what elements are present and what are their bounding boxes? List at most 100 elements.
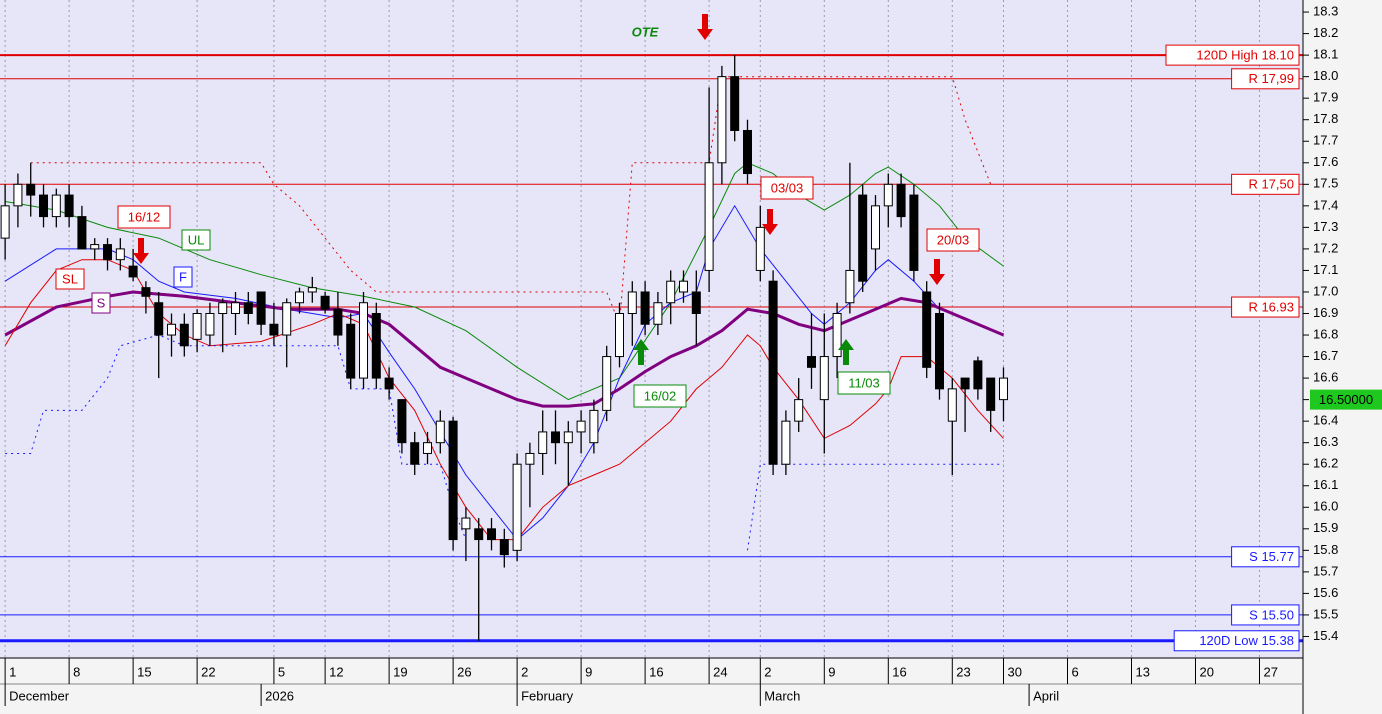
ote-label: OTE: [632, 24, 659, 39]
y-tick-label: 17.0: [1313, 283, 1338, 298]
level-label: R 17,50: [1248, 177, 1294, 192]
candle-body: [192, 312, 202, 340]
level-label-box: [1173, 630, 1300, 652]
stop-line: [30, 76, 992, 325]
x-tick-label: 27: [1263, 664, 1277, 679]
level-label: S 15.77: [1249, 549, 1294, 564]
candle-body: [39, 194, 49, 218]
candle-body: [832, 312, 842, 358]
candle-body: [154, 302, 164, 336]
candle-body: [179, 323, 189, 347]
y-tick-label: 17.9: [1313, 90, 1338, 105]
candle-body: [243, 302, 253, 314]
candle-body: [499, 539, 509, 556]
x-tick-label: 24: [713, 664, 727, 679]
x-tick-label: 20: [1199, 664, 1213, 679]
y-tick-label: 16.8: [1313, 326, 1338, 341]
signal-box: [926, 228, 980, 252]
axes: 15.4 15.5 15.6 15.7 15.8 15.9 16.0 16.1 16.2 16.3…: [4, 3, 1382, 706]
candle-body: [423, 442, 433, 454]
candle-body: [806, 356, 816, 368]
x-tick-label: 9: [585, 664, 592, 679]
candle-body: [0, 205, 10, 239]
candle-body: [51, 194, 61, 218]
y-tick-label: 17.3: [1313, 219, 1338, 234]
y-tick-label: 18.0: [1313, 68, 1338, 83]
candle-body: [883, 183, 893, 207]
candle-body: [231, 302, 241, 314]
level-label: 120D High 18.10: [1196, 48, 1294, 63]
level-label: 120D Low 15.38: [1199, 633, 1294, 648]
plot-area: [0, 0, 1303, 658]
line-name: S: [97, 295, 106, 310]
month-label: March: [764, 688, 800, 703]
x-tick-label: 19: [393, 664, 407, 679]
x-tick-label: 22: [201, 664, 215, 679]
y-tick-label: 16.7: [1313, 348, 1338, 363]
y-tick-label: 17.7: [1313, 133, 1338, 148]
candle-body: [256, 291, 266, 325]
candle-body: [973, 360, 983, 390]
candle-body: [320, 295, 330, 310]
candle-body: [295, 291, 305, 304]
candle-body: [781, 420, 791, 465]
candle-body: [909, 194, 919, 271]
level-label: S 15.50: [1249, 607, 1294, 622]
x-tick-label: 26: [457, 664, 471, 679]
y-tick-label: 18.3: [1313, 3, 1338, 18]
y-tick-label: 17.4: [1313, 197, 1338, 212]
level-label-box: [1231, 296, 1300, 318]
candle-body: [704, 162, 714, 271]
candle-body: [167, 323, 177, 336]
candle-body: [551, 431, 561, 444]
y-tick-label: 16.0: [1313, 499, 1338, 514]
candle-body: [205, 312, 215, 336]
level-label-box: [1231, 173, 1300, 195]
candle-body: [13, 183, 23, 207]
x-tick-label: 30: [1007, 664, 1021, 679]
x-tick-label: 8: [73, 664, 80, 679]
candle-body: [218, 302, 228, 314]
candle-body: [678, 280, 688, 293]
y-tick-label: 15.9: [1313, 520, 1338, 535]
level-label-box: [1165, 44, 1300, 66]
x-tick-label: 12: [329, 664, 343, 679]
y-tick-label: 16.3: [1313, 434, 1338, 449]
candle-body: [128, 265, 138, 278]
x-tick-label: 2: [521, 664, 528, 679]
last-price-tag: [1310, 389, 1382, 410]
candle-body: [115, 248, 125, 261]
candle-body: [525, 452, 535, 465]
level-label: R 16.93: [1248, 299, 1294, 314]
line-name-box: [91, 292, 111, 314]
y-tick-label: 16.6: [1313, 370, 1338, 385]
signal-arrow: [133, 238, 149, 264]
candle-body: [346, 323, 356, 379]
candle-body: [371, 312, 381, 379]
signal-arrow: [762, 209, 778, 235]
signal-arrow: [633, 339, 649, 365]
x-tick-label: 6: [1071, 664, 1078, 679]
candle-body: [845, 269, 855, 304]
candle-body: [461, 517, 471, 530]
candle-body: [269, 323, 279, 336]
y-tick-label: 17.6: [1313, 154, 1338, 169]
y-tick-label: 16.1: [1313, 477, 1338, 492]
y-tick-label: 16.2: [1313, 456, 1338, 471]
candle-body: [858, 194, 868, 282]
candle-body: [602, 356, 612, 411]
month-label: 2026: [265, 688, 294, 703]
candle-body: [26, 183, 36, 196]
candle-body: [896, 183, 906, 218]
candle-body: [333, 308, 343, 336]
line-name: UL: [188, 232, 205, 247]
line-name: SL: [62, 271, 78, 286]
candle-body: [64, 194, 74, 218]
signal-label: 20/03: [937, 232, 970, 247]
x-tick-label: 16: [892, 664, 906, 679]
candle-body: [986, 377, 996, 411]
x-tick-label: 23: [956, 664, 970, 679]
x-tick-label: 9: [828, 664, 835, 679]
signal-box: [837, 371, 891, 395]
